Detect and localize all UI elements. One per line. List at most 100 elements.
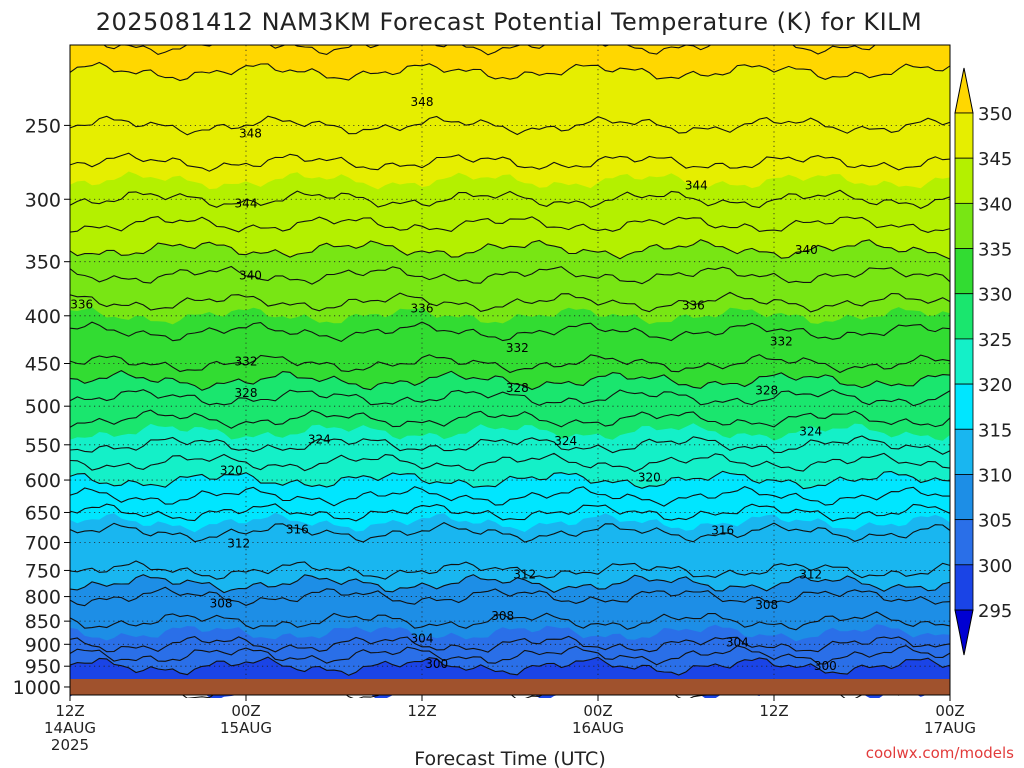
contour-line-344	[70, 189, 950, 210]
contour-label: 324	[308, 433, 331, 447]
contour-line-322	[70, 452, 950, 473]
contour-line-326	[70, 409, 950, 429]
contour-line-334	[70, 321, 950, 343]
y-tick-label: 300	[25, 189, 61, 211]
contour-labels: 348 348 344 344 340 340 336 336 336 332 332 332 328 3…	[70, 95, 837, 673]
contour-label: 300	[425, 657, 448, 671]
x-tick-label: 00Z	[583, 702, 612, 720]
band-11	[70, 45, 950, 190]
y-tick-label: 500	[25, 396, 61, 418]
contour-label: 320	[638, 470, 661, 484]
contour-label: 332	[506, 341, 529, 355]
contour-label: 312	[799, 568, 822, 582]
contour-label: 304	[411, 631, 434, 645]
contour-label: 328	[755, 383, 778, 397]
contour-line-346	[70, 152, 950, 172]
colorbar-label: 350	[978, 104, 1012, 125]
contour-line-316	[70, 503, 950, 522]
colorbar-label: 335	[978, 240, 1012, 261]
credit-text: coolwx.com/models	[866, 744, 1014, 762]
contour-line-306	[70, 611, 950, 631]
colorbar-swatch	[954, 293, 974, 340]
plot-frame	[69, 44, 951, 696]
contour-label: 336	[70, 297, 93, 311]
colorbar-label: 345	[978, 149, 1012, 170]
contour-label: 324	[799, 424, 822, 438]
x-tick-label: 12Z	[759, 702, 788, 720]
x-tick-label: 2025	[51, 736, 89, 754]
contour-line-310	[70, 574, 950, 594]
contour-label: 344	[235, 196, 258, 210]
contour-line-328	[70, 389, 950, 407]
contour-label: 336	[682, 299, 705, 313]
contour-line-320	[70, 470, 950, 490]
contour-line-336	[70, 291, 950, 313]
contour-line-318	[70, 485, 950, 507]
y-axis: 2503003504004505005506006507007508008509…	[13, 115, 70, 699]
contour-line-308	[70, 586, 950, 607]
contour-line-304	[70, 635, 950, 653]
x-tick-label: 12Z	[407, 702, 436, 720]
contour-line-314	[70, 521, 950, 543]
y-tick-label: 900	[25, 634, 61, 656]
contour-label: 348	[239, 126, 262, 140]
chart-title: 2025081412 NAM3KM Forecast Potential Tem…	[96, 8, 922, 36]
contour-label: 324	[554, 434, 577, 448]
colorbar-swatch	[954, 157, 974, 204]
contour-label: 308	[491, 609, 514, 623]
band-12	[70, 45, 950, 81]
contour-label: 344	[685, 179, 708, 193]
colorbar-swatch	[954, 564, 974, 611]
contour-label: 316	[711, 524, 734, 538]
x-tick-label: 15AUG	[220, 719, 272, 737]
contour-label: 312	[227, 537, 250, 551]
contour-line-342	[70, 216, 950, 233]
x-tick-label: 12Z	[55, 702, 84, 720]
ground-layer	[70, 679, 950, 695]
y-tick-label: 450	[25, 354, 61, 376]
colorbar-swatch	[954, 338, 974, 385]
contour-label: 308	[755, 598, 778, 612]
x-tick-label: 17AUG	[924, 719, 976, 737]
x-tick-label: 00Z	[935, 702, 964, 720]
contour-line-302	[70, 644, 950, 666]
x-axis-label: Forecast Time (UTC)	[414, 748, 605, 768]
x-tick-label: 00Z	[231, 702, 260, 720]
contour-label: 308	[210, 597, 233, 611]
y-tick-label: 1000	[13, 677, 61, 699]
contour-line-332	[70, 354, 950, 374]
colorbar-label: 295	[978, 601, 1012, 622]
colorbar-label: 300	[978, 556, 1012, 577]
y-tick-label: 850	[25, 611, 61, 633]
colorbar-label: 305	[978, 511, 1012, 532]
y-tick-label: 750	[25, 560, 61, 582]
y-tick-label: 700	[25, 532, 61, 554]
contour-line-330	[70, 369, 950, 391]
contour-line-348	[70, 115, 950, 136]
contour-line-340	[70, 239, 950, 260]
contour-line-338	[70, 265, 950, 285]
contour-label: 340	[795, 243, 818, 257]
colorbar-label: 340	[978, 194, 1012, 215]
contour-label: 332	[235, 355, 258, 369]
contour-line-300	[70, 656, 950, 676]
contour-label: 332	[770, 334, 793, 348]
y-tick-label: 350	[25, 252, 61, 274]
y-tick-label: 600	[25, 470, 61, 492]
contour-label: 316	[286, 523, 309, 537]
contour-label: 320	[220, 463, 243, 477]
contour-label: 328	[235, 386, 258, 400]
contour-label: 312	[513, 568, 536, 582]
contour-line-352	[103, 45, 876, 56]
contour-label: 304	[726, 635, 749, 649]
colorbar-swatch	[954, 428, 974, 475]
colorbar-swatch	[954, 474, 974, 521]
contour-label: 300	[814, 659, 837, 673]
colorbar-swatch	[954, 202, 974, 249]
contour-line-350	[70, 61, 950, 82]
x-tick-label: 14AUG	[44, 719, 96, 737]
colorbar-swatch	[954, 112, 974, 159]
contour-label: 340	[239, 268, 262, 282]
